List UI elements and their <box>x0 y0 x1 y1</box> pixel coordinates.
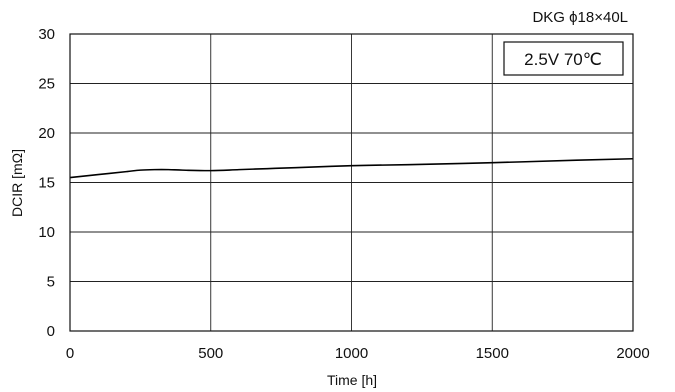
y-tick-label: 20 <box>38 125 55 142</box>
annotation-frame <box>503 41 624 76</box>
chart-title: DKG ϕ18×40L <box>532 9 628 26</box>
y-tick-label: 0 <box>47 323 55 340</box>
condition-annotation: 2.5V 70℃ <box>503 41 624 76</box>
y-axis-label: DCIR [mΩ] <box>9 149 25 217</box>
x-tick-labels: 0 500 1000 1500 2000 <box>66 345 650 362</box>
y-tick-label: 10 <box>38 224 55 241</box>
y-tick-label: 30 <box>38 26 55 43</box>
y-tick-label: 15 <box>38 175 55 192</box>
annotation-text: 2.5V 70℃ <box>524 50 602 69</box>
series-group <box>69 157 634 179</box>
plot-frame <box>69 33 634 332</box>
y-tick-labels: 0 5 10 15 20 25 30 <box>38 26 55 340</box>
x-tick-label: 2000 <box>616 345 649 362</box>
y-tick-label: 25 <box>38 76 55 93</box>
x-tick-label: 1500 <box>476 345 509 362</box>
y-tick-label: 5 <box>47 274 55 291</box>
series-line-0 <box>69 157 634 179</box>
x-axis-label: Time [h] <box>327 372 377 388</box>
x-tick-label: 1000 <box>335 345 368 362</box>
x-tick-label: 0 <box>66 345 74 362</box>
grid-lines <box>69 33 634 332</box>
x-tick-label: 500 <box>198 345 223 362</box>
